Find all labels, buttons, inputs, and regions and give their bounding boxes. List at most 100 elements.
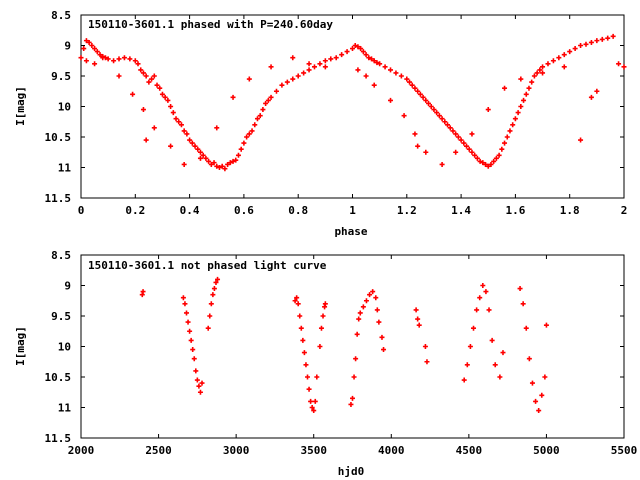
data-point — [178, 122, 184, 128]
data-point — [374, 60, 380, 66]
y-tick-label: 10 — [58, 341, 71, 354]
data-point — [605, 35, 611, 41]
data-point — [200, 152, 206, 158]
data-point — [439, 161, 445, 167]
data-point — [249, 128, 255, 134]
x-tick-label: 1.6 — [505, 204, 525, 217]
data-point — [351, 374, 357, 380]
data-point — [143, 137, 149, 143]
data-point — [241, 140, 247, 146]
data-point — [360, 304, 366, 310]
data-point — [515, 110, 521, 116]
x-tick-label: 2500 — [145, 444, 172, 457]
data-point — [477, 295, 483, 301]
x-axis-title: phase — [334, 225, 367, 238]
data-point — [461, 140, 467, 146]
data-point — [199, 380, 205, 386]
data-point — [556, 55, 562, 61]
data-point — [529, 79, 535, 85]
x-tick-label: 2000 — [68, 444, 95, 457]
data-point — [374, 307, 380, 313]
data-point — [486, 307, 492, 313]
data-point — [510, 122, 516, 128]
data-point — [353, 356, 359, 362]
data-point — [214, 163, 220, 169]
data-point — [268, 94, 274, 100]
data-point — [78, 55, 84, 61]
data-point — [162, 94, 168, 100]
data-point — [173, 116, 179, 122]
y-tick-label: 11.5 — [45, 192, 72, 205]
data-point — [423, 97, 429, 103]
data-point — [485, 107, 491, 113]
data-point — [168, 104, 174, 109]
data-point — [320, 313, 326, 319]
data-point — [295, 301, 301, 307]
x-tick-label: 0.4 — [180, 204, 200, 217]
data-point — [219, 163, 225, 169]
data-point — [348, 401, 354, 407]
data-point — [536, 408, 542, 414]
data-point — [393, 70, 399, 76]
data-point — [355, 44, 361, 50]
data-point — [398, 73, 404, 79]
data-point — [567, 49, 573, 55]
x-tick-label: 1 — [349, 204, 356, 217]
data-point — [502, 85, 508, 91]
data-point — [450, 128, 456, 134]
data-point — [230, 158, 236, 164]
data-point — [339, 52, 345, 58]
data-point — [367, 292, 373, 298]
x-tick-label: 0.2 — [125, 204, 145, 217]
data-point — [290, 55, 296, 61]
data-point — [149, 76, 155, 82]
data-point — [227, 160, 233, 166]
data-point — [442, 119, 448, 125]
data-point — [322, 64, 328, 70]
data-point — [260, 107, 266, 113]
data-point — [376, 319, 382, 325]
data-point — [151, 125, 157, 131]
data-point — [537, 67, 543, 73]
data-point — [492, 362, 498, 368]
data-point — [404, 76, 410, 82]
data-point — [311, 64, 317, 70]
data-point — [211, 286, 217, 292]
unphased-light-curve-chart: 150110-3601.1 not phased light curve hjd… — [14, 249, 637, 478]
data-point — [379, 334, 385, 340]
x-tick-label: 0 — [78, 204, 85, 217]
data-point — [328, 56, 334, 62]
data-point — [610, 33, 616, 39]
y-tick-label: 9.5 — [51, 70, 71, 83]
data-point — [312, 398, 318, 404]
data-point — [358, 46, 364, 52]
data-point — [154, 82, 160, 88]
data-point — [244, 134, 250, 140]
data-point — [83, 38, 89, 44]
data-point — [469, 131, 475, 137]
data-point — [496, 152, 502, 158]
data-point — [86, 39, 92, 45]
data-point — [279, 82, 285, 88]
data-point — [181, 128, 187, 134]
data-point — [185, 319, 191, 325]
y-tick-label: 8.5 — [51, 249, 71, 262]
data-point — [333, 55, 339, 61]
data-point — [157, 85, 163, 91]
data-point — [130, 91, 136, 97]
data-point — [194, 377, 200, 383]
data-point — [300, 337, 306, 343]
data-point — [512, 116, 518, 122]
data-point — [105, 56, 111, 62]
data-point — [360, 49, 366, 55]
data-point — [431, 107, 437, 113]
data-point — [188, 337, 194, 343]
data-point — [214, 125, 220, 131]
y-axis-title: I[mag] — [14, 326, 27, 366]
data-point — [183, 310, 189, 316]
data-point — [415, 316, 421, 322]
data-point — [489, 337, 495, 343]
data-point — [100, 55, 106, 61]
data-point — [500, 350, 506, 356]
